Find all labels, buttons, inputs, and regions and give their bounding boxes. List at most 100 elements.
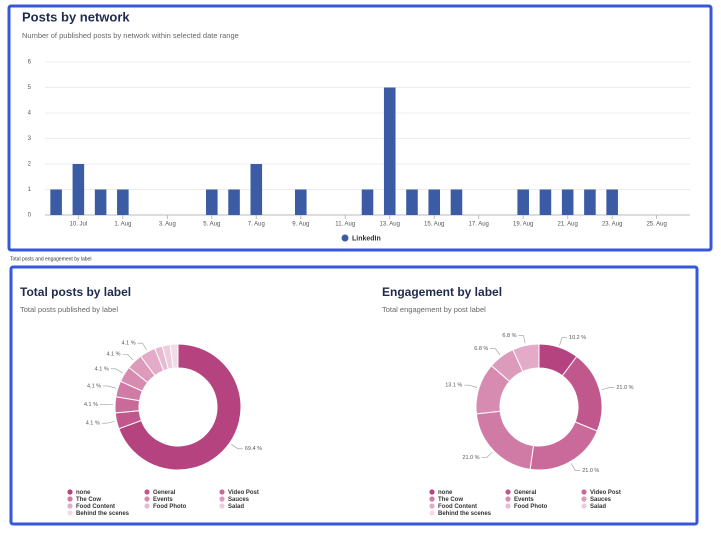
leader-line [601, 387, 615, 391]
y-tick-label: 6 [28, 60, 32, 66]
bar [72, 164, 85, 215]
chart-subtitle: Total engagement by post label [382, 305, 486, 314]
chart-title: Total posts by label [20, 285, 131, 299]
y-tick-label: 5 [28, 85, 32, 91]
legend-label: Food Photo [153, 504, 187, 510]
bar [561, 189, 574, 215]
bar [94, 189, 107, 215]
legend-marker [67, 489, 73, 495]
x-tick-label: 15. Aug [424, 222, 444, 228]
data-label: 21.0 % [462, 455, 479, 461]
legend-label: General [514, 490, 537, 496]
chart-title: Engagement by label [382, 285, 502, 299]
legend-label: Events [153, 497, 173, 503]
legend-label: General [153, 490, 176, 496]
legend-marker [505, 503, 511, 509]
bar [450, 189, 463, 215]
legend-marker [341, 234, 349, 242]
donut-slice [475, 410, 535, 470]
legend-label: Salad [590, 504, 606, 510]
y-tick-label: 3 [28, 136, 32, 142]
data-label: 6.8 % [502, 333, 516, 339]
legend-label: The Cow [76, 497, 101, 503]
leader-line [231, 443, 243, 450]
panel-border [7, 4, 713, 252]
legend-marker [144, 489, 150, 495]
data-label: 4.1 % [106, 352, 120, 358]
legend-marker [219, 489, 225, 495]
legend-marker [505, 496, 511, 502]
legend-marker [67, 503, 73, 509]
legend-label: Video Post [228, 490, 259, 496]
legend-label: none [438, 490, 453, 496]
x-tick-label: 11. Aug [335, 222, 355, 228]
legend-marker [67, 510, 73, 516]
donut-slice [529, 421, 598, 471]
bar [206, 189, 218, 215]
legend-label: none [76, 490, 91, 496]
y-tick-label: 4 [28, 111, 32, 117]
legend-marker [219, 496, 225, 502]
leader-line [103, 385, 116, 389]
legend-label: Food Content [438, 504, 477, 510]
y-tick-label: 2 [28, 162, 32, 168]
leader-line [137, 342, 147, 351]
data-label: 69.4 % [245, 446, 262, 452]
bar [606, 189, 618, 215]
panel-border [9, 265, 699, 526]
leader-line [518, 335, 526, 344]
leader-line [110, 368, 123, 374]
x-tick-label: 21. Aug [557, 222, 577, 228]
leader-line [490, 348, 501, 356]
data-label: 4.1 % [84, 402, 98, 408]
x-tick-label: 13. Aug [380, 222, 400, 228]
x-tick-label: 3. Aug [159, 222, 176, 228]
leader-line [464, 384, 478, 388]
leader-line [559, 337, 568, 346]
bar [228, 189, 240, 215]
data-label: 21.0 % [582, 468, 599, 474]
legend-marker [219, 503, 225, 509]
legend-label: Food Photo [514, 504, 548, 510]
x-tick-label: 23. Aug [602, 222, 622, 228]
legend-label: Salad [228, 504, 244, 510]
donut-slice [561, 355, 603, 432]
bar [517, 189, 529, 215]
bar [539, 189, 552, 215]
legend-label: The Cow [438, 497, 463, 503]
legend-label: Sauces [228, 497, 250, 503]
legend-label: LinkedIn [352, 235, 381, 242]
legend-marker [144, 496, 150, 502]
data-label: 4.1 % [87, 383, 101, 389]
leader-line [101, 421, 115, 424]
bar [361, 189, 374, 215]
legend-marker [581, 503, 587, 509]
data-label: 6.8 % [474, 346, 488, 352]
bar [406, 189, 418, 215]
x-tick-label: 17. Aug [469, 222, 489, 228]
legend-marker [144, 503, 150, 509]
legend-marker [505, 489, 511, 495]
legend-marker [581, 496, 587, 502]
legend-label: Video Post [590, 490, 621, 496]
legend-marker [429, 503, 435, 509]
bar [50, 189, 62, 215]
legend-label: Sauces [590, 497, 612, 503]
chart-title: Posts by network [22, 9, 130, 24]
y-tick-label: 0 [28, 213, 32, 219]
data-label: 4.1 % [86, 421, 100, 427]
legend-label: Food Content [76, 504, 115, 510]
x-tick-label: 1. Aug [114, 222, 131, 228]
donut-slice [169, 343, 179, 369]
x-tick-label: 25. Aug [646, 222, 666, 228]
chart-subtitle: Total posts published by label [20, 305, 118, 314]
donut-slice [118, 343, 242, 471]
bar [250, 164, 263, 215]
bar [428, 189, 441, 215]
data-label: 13.1 % [445, 383, 462, 389]
leader-line [122, 353, 134, 361]
data-label: 4.1 % [122, 341, 136, 347]
legend-marker [429, 510, 435, 516]
y-tick-label: 1 [28, 187, 32, 193]
data-label: 4.1 % [95, 366, 109, 372]
